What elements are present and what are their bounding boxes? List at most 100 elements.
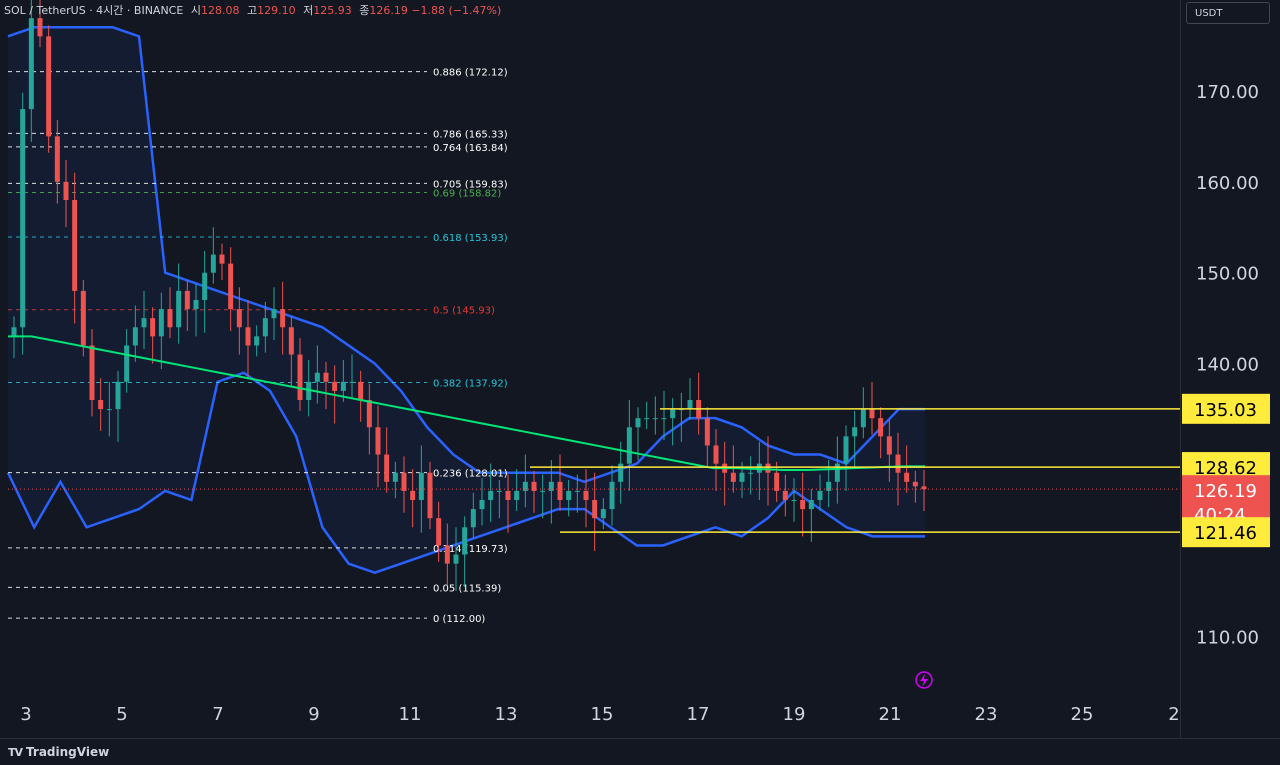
candle [843,436,849,464]
tradingview-brand[interactable]: TV TradingView [8,745,109,759]
candle [912,481,918,487]
candle [826,481,832,491]
fib-level-label: 0.69 (158.82) [433,189,501,200]
candle [852,427,858,437]
change-value: −1.88 (−1.47%) [411,4,502,17]
candle [748,472,754,474]
candle [141,318,147,328]
price-level-tag-text: 121.46 [1194,523,1257,544]
candle [392,472,398,482]
candle [184,290,190,310]
candle [514,490,520,500]
candle [774,472,780,491]
bollinger-band-fill [8,27,925,573]
alert-bolt-icon[interactable] [915,671,933,689]
candle [496,490,502,492]
candle [869,409,875,419]
price-axis-tick: 140.00 [1196,355,1259,376]
candle [332,381,338,391]
price-level-tag-text: 135.03 [1194,400,1257,421]
symbol-title[interactable]: SOL / TetherUS · 4시간 · BINANCE [4,4,184,17]
bollinger-upper-line [7,26,925,484]
price-level-tag[interactable] [1182,517,1270,548]
moving-average-line [8,335,925,471]
time-axis-label: 17 [687,704,710,725]
candle [20,109,26,328]
price-axis-tick: 110.00 [1196,627,1259,648]
candle [904,472,910,482]
time-axis-label: 21 [879,704,902,725]
price-axis-divider [1180,0,1181,739]
candle [358,381,364,400]
candle [271,309,277,319]
candle [37,18,43,37]
candle [340,381,346,391]
close-value: 126.19 [369,4,408,17]
fib-level-label: 0.786 (165.33) [433,129,508,140]
close-label: 종 [359,4,370,17]
candle [583,490,589,500]
candle [618,463,624,482]
candle [314,372,320,382]
candle [89,345,95,400]
candle [453,554,459,564]
last-price-tag-text: 126.19 [1194,481,1257,502]
time-axis-label: 9 [308,704,319,725]
candle [765,463,771,473]
candle [730,472,736,482]
candle [384,454,390,482]
candle [28,18,34,110]
candle [540,490,546,492]
candle [808,500,814,510]
tradingview-logo-icon: TV [8,745,23,759]
alert-bolt-icon[interactable] [920,674,928,687]
candle [817,490,823,500]
low-label: 저 [303,4,314,17]
candle [644,418,650,420]
last-price-tag[interactable] [1182,475,1270,526]
candle [557,481,563,500]
candle [236,309,242,328]
candle [323,372,329,382]
fib-level-label: 0.5 (145.93) [433,306,495,317]
candle [488,490,494,500]
candle [262,318,268,337]
open-label: 시 [190,4,201,17]
candle [202,272,208,300]
candle [115,381,121,410]
price-axis-tick: 170.00 [1196,82,1259,103]
time-axis-label: 13 [495,704,518,725]
candle [410,490,416,500]
candle [245,327,251,346]
candle [46,36,52,137]
candle [11,327,17,337]
candle [167,309,173,328]
candle [635,418,641,428]
candle [54,136,60,182]
price-axis-tick: 150.00 [1196,264,1259,285]
candle [600,509,606,519]
price-level-tag[interactable] [1182,393,1270,424]
candle [895,454,901,473]
candle [739,472,745,482]
candle [427,472,433,519]
candle [193,300,199,310]
low-value: 125.93 [313,4,352,17]
price-level-tag-text: 128.62 [1194,458,1257,479]
candle [401,472,407,491]
fib-level-label: 0.705 (159.83) [433,179,508,190]
candle [297,354,303,400]
candle [72,200,78,291]
time-axis-label: 19 [783,704,806,725]
candle [63,181,69,200]
candle [661,418,667,420]
candle [106,409,112,411]
fib-level-label: 0.382 (137.92) [433,379,508,390]
price-axis-tick: 160.00 [1196,173,1259,194]
candle [98,400,104,410]
candle [687,400,693,410]
open-value: 128.08 [200,4,240,17]
currency-selector[interactable]: USDT [1186,2,1270,24]
fib-level-label: 0 (112.00) [433,614,485,625]
